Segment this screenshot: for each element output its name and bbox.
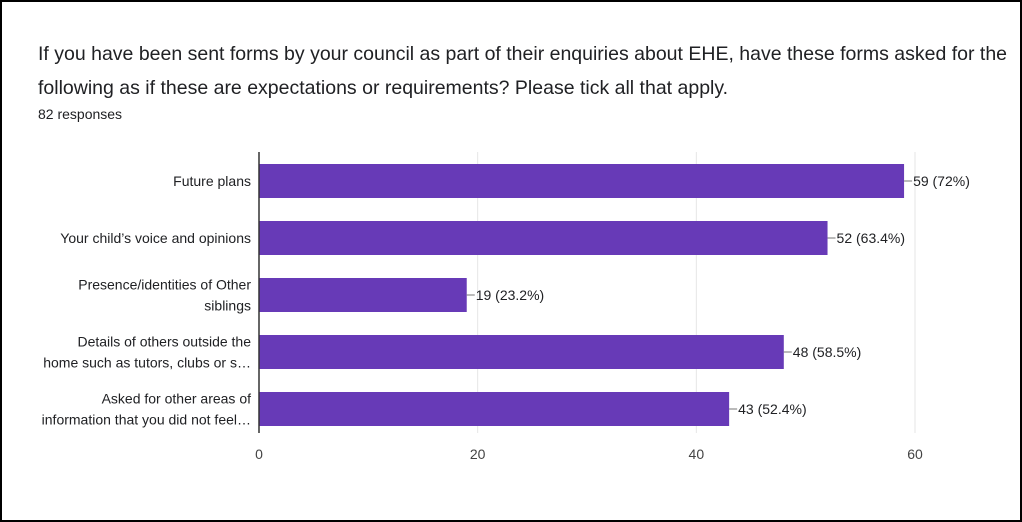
- category-label: information that you did not feel…: [42, 412, 251, 428]
- data-label: 52 (63.4%): [837, 230, 905, 246]
- category-label: home such as tutors, clubs or s…: [43, 355, 251, 371]
- data-label: 19 (23.2%): [476, 287, 544, 303]
- bar: [259, 164, 905, 198]
- response-count: 82 responses: [38, 106, 123, 122]
- bar: [259, 221, 828, 255]
- category-label: Future plans: [173, 173, 251, 189]
- data-label: 59 (72%): [913, 173, 970, 189]
- category-label: Presence/identities of Other: [78, 277, 251, 293]
- x-tick-label: 40: [689, 446, 705, 462]
- data-label: 48 (58.5%): [793, 344, 861, 360]
- category-label: Asked for other areas of: [102, 391, 252, 407]
- x-tick-label: 20: [470, 446, 486, 462]
- bar: [259, 278, 467, 312]
- bar: [259, 335, 784, 369]
- category-label: Details of others outside the: [77, 334, 251, 350]
- data-label: 43 (52.4%): [738, 401, 806, 417]
- category-label: siblings: [204, 298, 251, 314]
- x-tick-label: 60: [907, 446, 923, 462]
- bar: [259, 392, 730, 426]
- category-label: Your child’s voice and opinions: [60, 230, 251, 246]
- x-tick-label: 0: [255, 446, 263, 462]
- question-title: If you have been sent forms by your coun…: [38, 43, 1008, 99]
